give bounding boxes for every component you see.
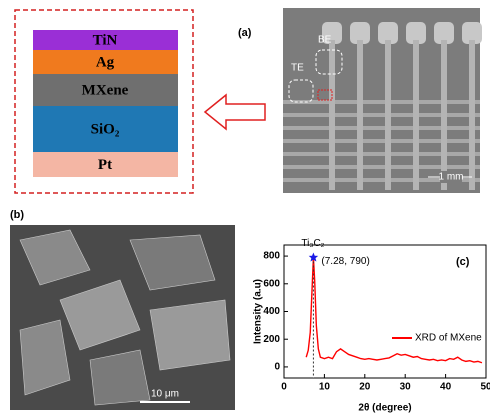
page: TiN Ag MXene SiO₂ Pt (a) TE BE 1 mm (b) 10 μ… [0,0,490,420]
electrode-label: BE [318,35,332,46]
electrode [469,40,475,190]
legend-label: XRD of MXene [415,333,482,344]
x-tick-label: 40 [440,382,452,393]
electrode-label: TE [291,63,304,74]
layer-label: Pt [98,157,112,173]
stack: TiN Ag MXene SiO₂ Pt [33,30,178,177]
y-axis-title: Intensity (a.u) [253,279,264,344]
stripe [283,100,480,104]
scale-label: 10 μm [151,389,179,400]
stripe [283,165,480,169]
arrow [205,95,265,129]
electrode [413,40,419,190]
layer-label: TiN [93,32,118,48]
y-tick-label: 400 [263,306,280,317]
x-tick-label: 10 [319,382,331,393]
stripe [283,113,480,117]
stripe [283,152,480,156]
panel-label: (a) [238,27,252,39]
layer-label: Ag [96,54,115,70]
layer-label: SiO₂ [91,121,120,137]
y-tick-label: 800 [263,251,280,262]
series-line [306,257,482,362]
x-axis-title: 2θ (degree) [358,403,411,414]
y-tick-label: 600 [263,278,280,289]
layer-label: MXene [82,82,129,98]
y-tick-label: 200 [263,334,280,345]
stripe [283,126,480,130]
panel-label: (c) [456,256,470,268]
xrd-chart: 0 10 20 30 40 50 0 200 400 600 800 2θ (degree) Inten… [253,238,490,414]
x-tick-label: 20 [359,382,371,393]
stripe [283,139,480,143]
electrode [441,40,447,190]
y-tick-label: 0 [274,362,280,373]
peak-name: Ti₃C₂ [301,238,324,249]
flake [150,300,230,370]
figure: TiN Ag MXene SiO₂ Pt (a) TE BE 1 mm (b) 10 μ… [0,0,490,420]
x-tick-label: 50 [480,382,490,393]
peak-label: (7.28, 790) [321,256,369,267]
flake [90,350,150,405]
electrode [329,40,335,190]
panel-label: (b) [10,209,24,221]
scale-label: 1 mm [439,172,464,183]
electrode [385,40,391,190]
x-tick-label: 30 [400,382,412,393]
x-tick-label: 0 [281,382,287,393]
electrode [357,40,363,190]
